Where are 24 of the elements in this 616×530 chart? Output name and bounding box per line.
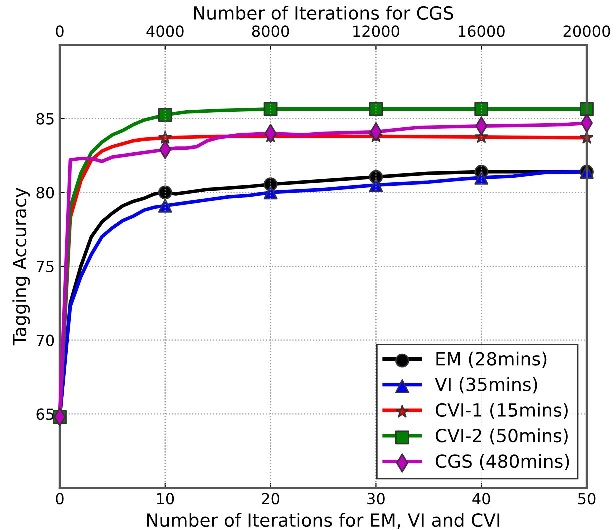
x2-tick-label: 4000: [146, 26, 184, 38]
x-axis-title: Number of Iterations for EM, VI and CVI: [147, 513, 500, 530]
x2-tick-label: 16000: [458, 26, 505, 38]
x-tick-label: 40: [472, 493, 490, 505]
x2-tick-label: 0: [56, 26, 64, 38]
x2-tick-label: 12000: [354, 26, 400, 38]
x-tick-label: 10: [157, 493, 174, 505]
x2-tick-label: 8000: [252, 26, 290, 38]
x-tick-label: 20: [262, 493, 280, 505]
legend-label: EM (28mins): [436, 352, 547, 368]
y-axis-title: Tagging Accuracy: [12, 188, 30, 346]
legend-label: CGS (480mins): [436, 454, 570, 470]
x-tick-label: 30: [368, 493, 385, 505]
y-tick-label: 70: [36, 334, 54, 346]
legend-label: CVI-2 (50mins): [436, 428, 568, 445]
x-tick-label: 50: [578, 493, 596, 505]
x2-tick-label: 20000: [564, 26, 610, 38]
y-tick-label: 75: [36, 261, 54, 273]
legend-label: CVI-1 (15mins): [436, 403, 568, 420]
y-tick-label: 85: [36, 113, 54, 125]
x2-axis-title: Number of Iterations for CGS: [194, 6, 454, 20]
y-tick-label: 80: [36, 187, 54, 199]
legend-label: VI (35mins): [435, 377, 538, 394]
x-tick-label: 0: [56, 493, 64, 505]
